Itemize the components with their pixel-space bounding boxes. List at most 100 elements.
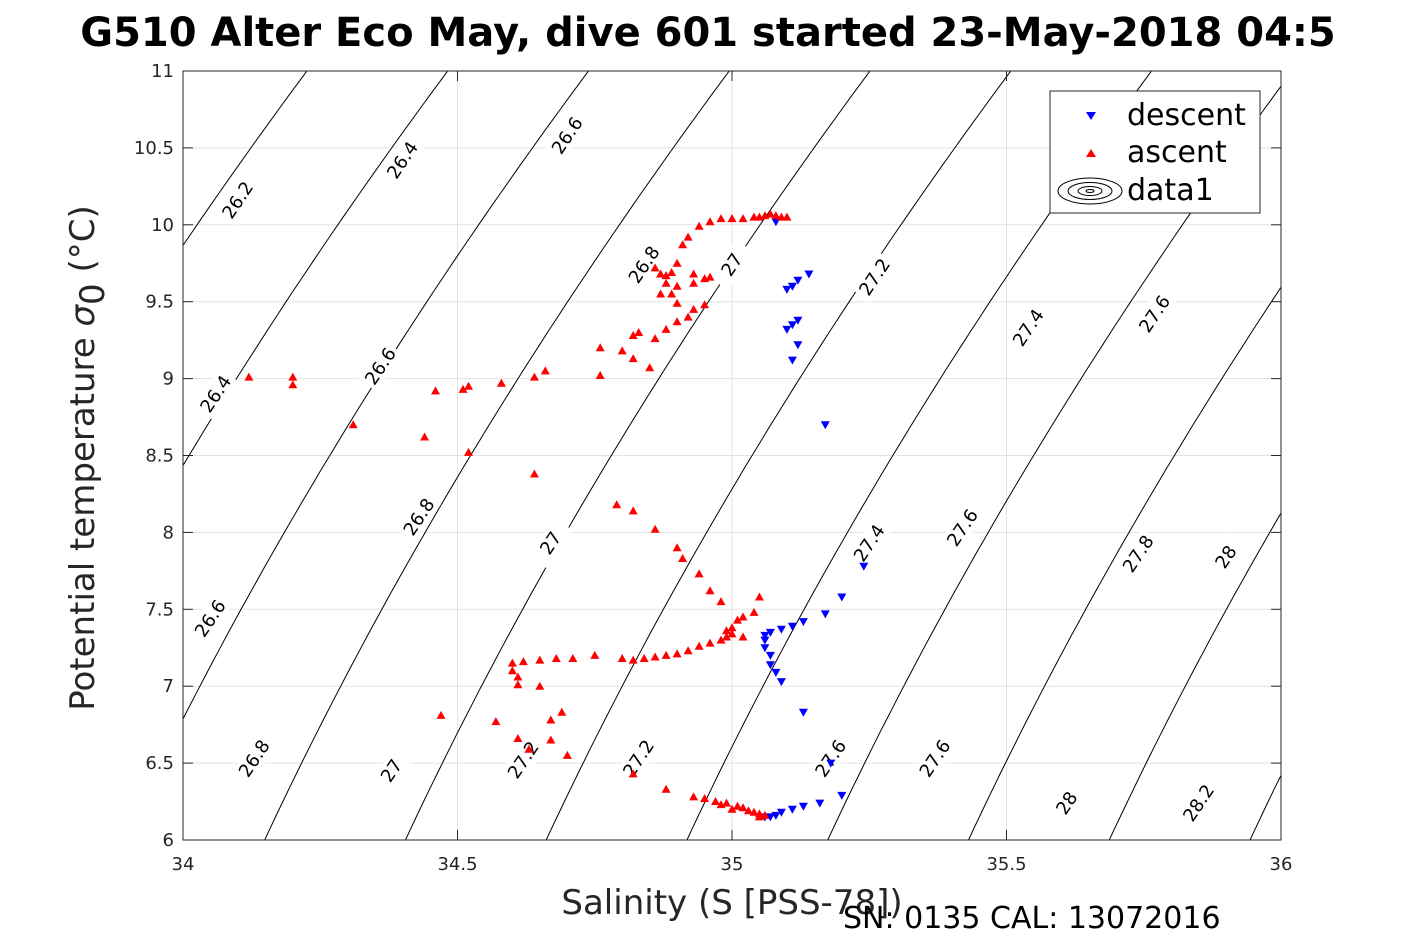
ascent-point (650, 263, 660, 272)
isopycnal-label-bg (852, 251, 897, 303)
ascent-point (689, 792, 699, 801)
descent-point (782, 325, 792, 334)
ascent-point (288, 372, 298, 381)
ascent-point (711, 797, 720, 805)
isopycnal-label-bg (188, 593, 233, 644)
isopycnal-line (183, 71, 590, 720)
isopycnal-label-bg (528, 517, 573, 569)
ascent-point (661, 278, 671, 287)
ascent-point (700, 794, 710, 802)
descent-point (798, 618, 808, 627)
ascent-point (595, 343, 605, 352)
descent-point (798, 708, 808, 717)
y-tick-label: 7 (163, 676, 174, 697)
isopycnal-label-bg (215, 174, 260, 226)
ascent-point (705, 272, 715, 281)
isopycnal-label-bg (1116, 528, 1161, 580)
isopycnal-label-bg (358, 341, 403, 392)
ascent-point (628, 354, 638, 363)
ascent-point (529, 469, 539, 478)
ascent-point (749, 212, 759, 221)
ascent-point (749, 807, 759, 816)
ascent-point (754, 592, 764, 601)
ascent-point (689, 304, 699, 313)
ascent-point (639, 654, 649, 662)
y-axis-label-unit: (°C) (63, 205, 103, 283)
descent-point (787, 622, 797, 631)
isopycnal-label-bg (397, 491, 442, 543)
ascent-point (612, 500, 622, 509)
descent-point (765, 628, 775, 637)
ascent-point (645, 363, 655, 372)
y-tick-label: 9 (163, 369, 174, 390)
descent-point (837, 593, 847, 602)
ascent-point (722, 626, 731, 635)
ascent-point (595, 371, 605, 379)
descent-point (765, 651, 775, 660)
serial-calibration-note: SN: 0135 CAL: 13072016 (843, 901, 1221, 936)
ascent-point (683, 312, 693, 321)
ascent-point (464, 447, 473, 456)
ascent-point (650, 652, 660, 661)
ascent-point (727, 214, 737, 223)
ascent-point (656, 269, 666, 278)
ascent-point (568, 654, 578, 662)
ascent-point (689, 278, 699, 287)
descent-point (787, 282, 797, 291)
ascent-point (694, 221, 704, 230)
isopycnal-label-bg (847, 517, 892, 569)
ascent-point (661, 650, 671, 659)
ascent-point (672, 298, 682, 307)
x-tick-label: 36 (1270, 854, 1293, 875)
ascent-point (628, 655, 638, 664)
ascent-point (678, 240, 688, 249)
ascent-point (661, 784, 671, 793)
ascent-point (733, 801, 742, 810)
ascent-point (672, 281, 682, 290)
y-tick-label: 6.5 (145, 753, 174, 774)
ascent-point (672, 649, 682, 658)
ascent-point (689, 269, 699, 278)
ascent-point (650, 524, 660, 533)
descent-point (787, 805, 797, 814)
ascent-point (771, 211, 781, 220)
ascent-point (694, 569, 704, 578)
descent-point (793, 316, 803, 325)
y-tick-label: 8.5 (145, 446, 174, 467)
ascent-point (705, 217, 715, 226)
ascent-point (496, 378, 506, 387)
descent-point (776, 625, 786, 634)
ascent-point (738, 612, 748, 621)
y-tick-label: 10.5 (134, 138, 174, 159)
ascent-point (507, 666, 517, 675)
legend-data1-label: data1 (1127, 173, 1214, 208)
ascent-point (540, 366, 550, 375)
ascent-point (513, 680, 523, 689)
x-tick-label: 35 (721, 854, 744, 875)
ascent-point (705, 638, 715, 647)
y-axis-label-sigma: σ (63, 304, 103, 327)
axis-ticks: 34 34.5 35 35.5 36 6 6.5 7 7.5 8 8.5 9 9.5 10 10.5 11 (134, 61, 1293, 875)
grid (182, 70, 1282, 841)
descent-point (820, 421, 830, 430)
descent-point (787, 356, 797, 365)
ascent-point (661, 324, 671, 333)
legend-ascent-marker (1086, 149, 1096, 157)
ascent-point (716, 214, 726, 223)
ascent-point (716, 597, 726, 606)
ascent-point (744, 806, 753, 815)
ascent-point (722, 632, 731, 641)
ascent-point (557, 707, 567, 716)
ascent-point (700, 300, 710, 309)
ascent-point (738, 214, 748, 223)
descent-point (776, 678, 786, 687)
x-tick-label: 35.5 (986, 854, 1026, 875)
ascent-point (628, 769, 638, 778)
ascent-point (244, 372, 254, 381)
isopycnal-label-bg (380, 134, 425, 186)
isopycnal-line (183, 71, 308, 247)
ascent-point (491, 717, 501, 726)
ascent-point (513, 734, 523, 742)
ascent-point (507, 658, 517, 667)
ascent-point (727, 623, 737, 632)
